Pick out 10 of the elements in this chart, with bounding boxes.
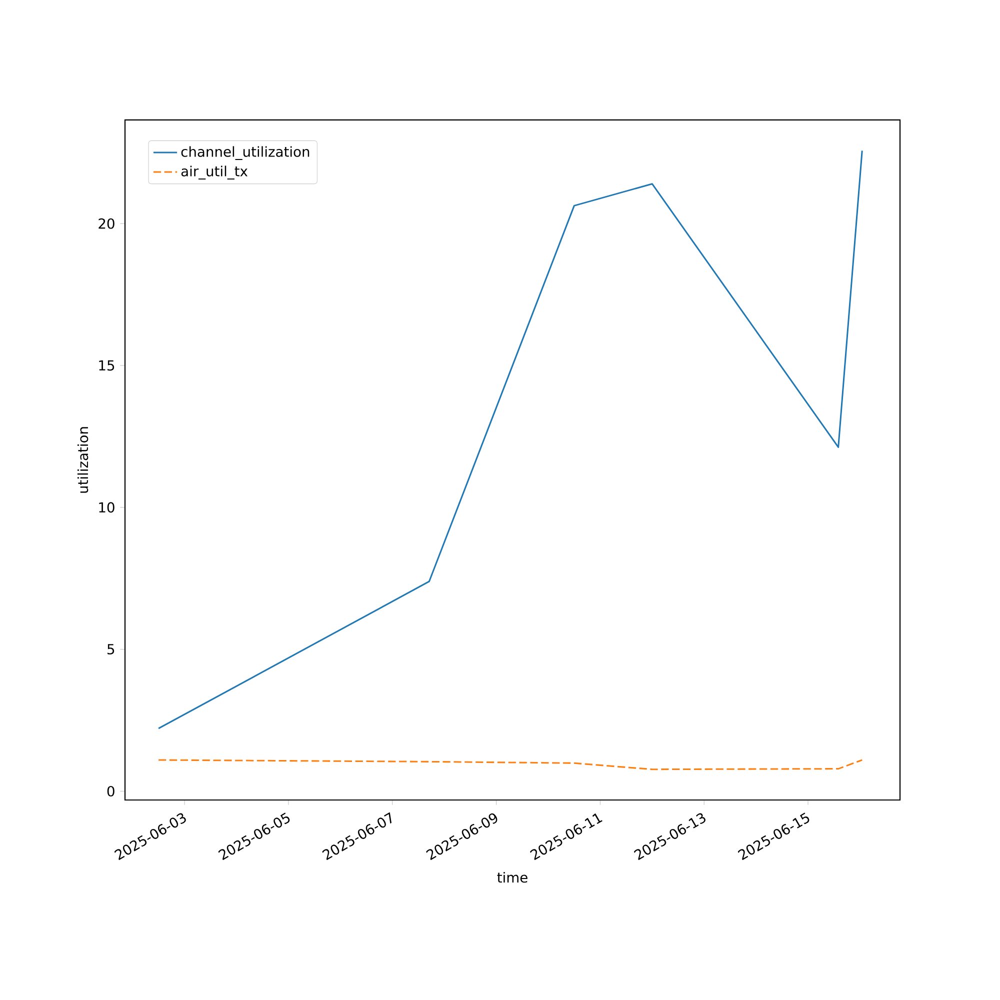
x-axis-title: time [497, 872, 528, 883]
y-axis-title: utilization [77, 427, 88, 493]
legend-label: channel_utilization [181, 146, 310, 160]
y-tick-label: 20 [98, 218, 114, 229]
legend-label: air_util_tx [181, 166, 248, 180]
y-tick-label: 15 [99, 360, 114, 371]
y-tick-label: 10 [99, 502, 114, 513]
line-series [158, 759, 863, 770]
y-tick-label: 0 [107, 786, 114, 796]
y-tick-label: 5 [108, 644, 114, 654]
